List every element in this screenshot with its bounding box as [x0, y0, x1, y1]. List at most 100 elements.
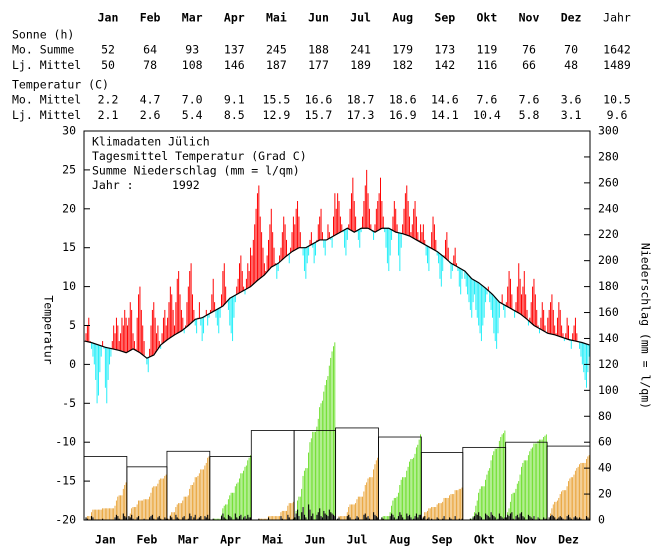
- cell: 66: [522, 58, 536, 72]
- precip-sum-bar: [198, 473, 200, 520]
- temp-day-bar: [255, 208, 257, 282]
- precip-sum-bar: [580, 462, 582, 520]
- x-tick-label: Jun: [304, 533, 325, 547]
- precip-sum-bar: [266, 518, 268, 520]
- precip-day-bar: [515, 516, 517, 520]
- precip-day-bar: [204, 516, 206, 520]
- precip-sum-bar: [558, 497, 560, 520]
- precip-day-bar: [346, 516, 348, 520]
- precip-day-bar: [182, 517, 184, 520]
- precip-sum-bar: [456, 490, 457, 520]
- temp-day-bar: [402, 224, 404, 234]
- precip-sum-bar: [501, 434, 503, 520]
- precip-sum-bar: [317, 418, 319, 520]
- temp-day-bar: [207, 314, 209, 326]
- precip-day-bar: [501, 517, 503, 520]
- precip-sum-bar: [487, 470, 489, 520]
- temp-day-bar: [490, 293, 492, 310]
- year-label: Jahr :: [92, 178, 134, 192]
- precip-sum-bar: [399, 484, 401, 520]
- temp-day-bar: [356, 230, 358, 233]
- precip-day-bar: [169, 516, 171, 520]
- column-header: Nov: [519, 11, 540, 25]
- precip-sum-bar: [290, 503, 292, 520]
- precip-sum-bar: [225, 504, 227, 520]
- cell: 189: [350, 58, 371, 72]
- precip-day-bar: [431, 518, 433, 520]
- precip-sum-bar: [545, 434, 547, 520]
- column-header: Feb: [140, 11, 161, 25]
- temp-day-bar: [167, 317, 169, 340]
- precip-sum-bar: [395, 497, 397, 520]
- precip-sum-bar: [420, 434, 421, 520]
- precip-day-bar: [377, 517, 379, 520]
- y2-tick-label: 240: [598, 201, 619, 215]
- temp-day-bar: [251, 255, 253, 286]
- cell: 15.7: [305, 108, 333, 122]
- temp-day-bar: [345, 229, 347, 256]
- cell: 177: [308, 58, 329, 72]
- precip-day-bar: [532, 518, 534, 520]
- precip-day-bar: [248, 517, 250, 520]
- temp-day-bar: [124, 309, 126, 353]
- temp-day-bar: [283, 216, 285, 259]
- y-tick-label: -20: [55, 513, 76, 527]
- precip-sum-bar: [471, 518, 473, 520]
- precip-sum-bar: [232, 492, 233, 520]
- y2-tick-label: 60: [598, 435, 612, 449]
- temp-day-bar: [241, 271, 243, 292]
- precip-day-bar: [381, 517, 383, 520]
- precip-day-bar: [402, 517, 404, 520]
- temp-day-bar: [139, 286, 141, 353]
- precip-day-bar: [548, 517, 550, 520]
- temp-day-bar: [270, 208, 272, 268]
- temp-day-bar: [209, 309, 211, 314]
- precip-sum-bar: [287, 505, 289, 520]
- temp-day-bar: [93, 343, 95, 365]
- precip-day-bar: [473, 516, 476, 520]
- precip-day-bar: [382, 518, 384, 520]
- temp-day-bar: [534, 294, 536, 327]
- precip-sum-bar: [164, 475, 166, 520]
- precip-sum-bar: [461, 487, 463, 520]
- temp-day-bar: [554, 325, 556, 335]
- temp-day-bar: [385, 228, 387, 248]
- cell: 14.6: [431, 93, 459, 107]
- precip-sum-bar: [414, 453, 416, 520]
- precip-sum-bar: [197, 475, 199, 520]
- temp-day-bar: [174, 325, 175, 335]
- precip-day-bar: [509, 513, 511, 520]
- precip-day-bar: [574, 516, 576, 520]
- temp-day-bar: [515, 302, 517, 312]
- precip-day-bar: [337, 518, 339, 520]
- precip-sum-bar: [366, 482, 368, 520]
- y-tick-label: 25: [62, 162, 76, 176]
- precip-sum-bar: [478, 492, 480, 520]
- precip-sum-bar: [250, 455, 251, 520]
- temp-day-bar: [328, 232, 330, 239]
- temp-day-bar: [451, 264, 453, 272]
- precip-day-bar: [588, 518, 590, 520]
- precip-day-bar: [375, 516, 377, 520]
- precip-sum-bar: [406, 470, 408, 520]
- temp-day-bar: [579, 341, 581, 349]
- precip-day-bar: [324, 513, 326, 520]
- temp-day-bar: [338, 201, 340, 233]
- precip-sum-bar: [519, 474, 521, 520]
- precip-day-bar: [92, 517, 94, 520]
- precip-sum-bar: [509, 501, 511, 520]
- precip-sum-bar: [514, 492, 515, 520]
- precip-day-bar: [504, 517, 506, 520]
- temp-day-bar: [464, 271, 466, 279]
- precip-sum-bar: [185, 496, 186, 520]
- temp-normal-line: [84, 227, 590, 359]
- temp-day-bar: [100, 345, 102, 357]
- precip-sum-bar: [411, 459, 413, 520]
- precip-sum-bar: [150, 492, 152, 520]
- precip-day-bar: [493, 516, 495, 520]
- temp-day-bar: [386, 228, 388, 264]
- precip-day-bar: [562, 518, 564, 520]
- temp-day-bar: [530, 302, 532, 324]
- precip-sum-bar: [536, 443, 538, 520]
- temp-day-bar: [178, 271, 180, 333]
